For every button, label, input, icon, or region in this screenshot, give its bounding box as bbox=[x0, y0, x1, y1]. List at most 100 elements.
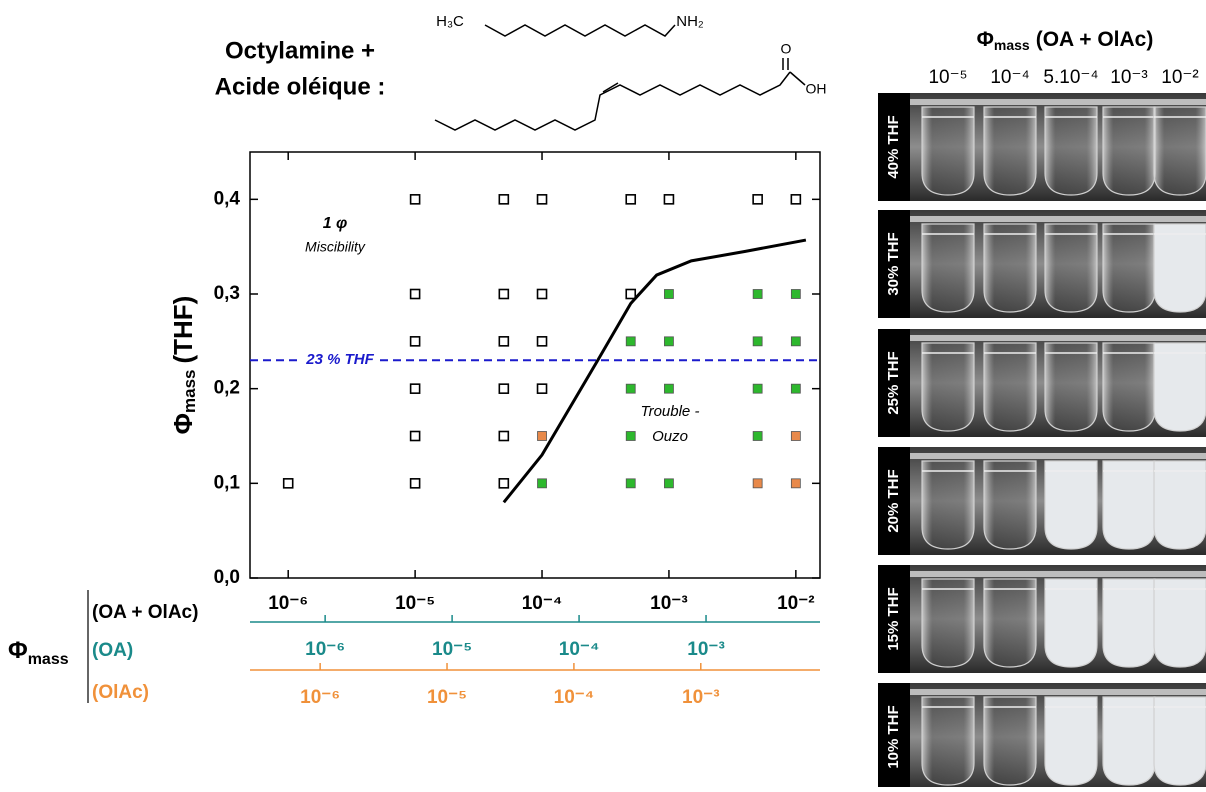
data-point bbox=[790, 289, 801, 299]
oleic-skeleton bbox=[434, 71, 791, 131]
data-point bbox=[752, 336, 763, 347]
panel-column-label: 10⁻³ bbox=[1110, 67, 1148, 88]
data-point bbox=[790, 383, 801, 394]
data-point bbox=[663, 194, 675, 205]
data-point bbox=[790, 431, 801, 441]
double-bond bbox=[602, 82, 619, 93]
secondary-tick-label: 10⁻³ bbox=[682, 687, 720, 708]
vial bbox=[1044, 460, 1098, 550]
data-point bbox=[752, 194, 763, 205]
vial bbox=[1153, 696, 1206, 786]
secondary-tick-label: 10⁻⁴ bbox=[554, 687, 595, 708]
rack-bar bbox=[910, 99, 1206, 105]
row-label-strip bbox=[878, 93, 910, 201]
data-point bbox=[409, 194, 421, 205]
vial bbox=[921, 460, 975, 550]
vial bbox=[1044, 578, 1098, 668]
threshold-label-bg bbox=[300, 350, 380, 371]
row-label-strip bbox=[878, 329, 910, 437]
panel-column-label: 10⁻⁴ bbox=[990, 67, 1029, 88]
annotation: 1 φ bbox=[323, 215, 348, 232]
data-point bbox=[536, 383, 548, 394]
data-point bbox=[498, 194, 510, 205]
rack-bar bbox=[910, 689, 1206, 695]
secondary-axis-label: (OlAc) bbox=[92, 682, 149, 703]
panel-row-label: 30% THF bbox=[885, 232, 902, 295]
panel-row-label: 20% THF bbox=[885, 469, 902, 532]
data-point bbox=[752, 431, 763, 441]
data-point bbox=[790, 478, 801, 489]
data-point bbox=[498, 383, 510, 394]
secondary-axis-label: (OA) bbox=[92, 640, 133, 661]
plot-frame bbox=[249, 151, 821, 579]
secondary-tick-label: 10⁻⁴ bbox=[559, 639, 600, 660]
data-point bbox=[498, 336, 510, 347]
secondary-tick-label: 10⁻⁶ bbox=[305, 639, 345, 660]
data-point bbox=[536, 288, 548, 300]
vial bbox=[983, 342, 1037, 432]
panel-row-label: 10% THF bbox=[885, 705, 902, 768]
panel-row-label: 15% THF bbox=[885, 587, 902, 650]
data-point bbox=[790, 336, 801, 347]
x-axis-symbol: Φmass bbox=[8, 637, 69, 668]
vial bbox=[1153, 342, 1206, 432]
vial bbox=[1153, 460, 1206, 550]
structure-label: NH₂ bbox=[676, 13, 704, 30]
structure-label: O bbox=[781, 41, 792, 57]
hydroxyl-bond bbox=[789, 71, 806, 86]
y-tick-label: 0,0 bbox=[214, 567, 240, 588]
data-point bbox=[664, 478, 674, 489]
phase-boundary bbox=[502, 238, 807, 504]
data-point bbox=[752, 478, 763, 489]
vial bbox=[983, 223, 1037, 313]
panel-column-label: 10⁻² bbox=[1161, 67, 1199, 88]
x-tick-label: 10⁻⁴ bbox=[522, 593, 563, 614]
y-label-sub: mass bbox=[180, 370, 199, 413]
vial bbox=[1153, 106, 1206, 196]
structure-label: OH bbox=[806, 81, 827, 97]
vial bbox=[983, 696, 1037, 786]
panel-column-label: 5.10⁻⁴ bbox=[1043, 67, 1098, 88]
vial bbox=[983, 460, 1037, 550]
annotation: Miscibility bbox=[305, 239, 366, 255]
panel-title-sub: mass bbox=[994, 37, 1030, 53]
data-point bbox=[498, 478, 510, 489]
data-point bbox=[625, 194, 637, 205]
data-point bbox=[498, 430, 510, 442]
data-point bbox=[537, 478, 547, 489]
secondary-tick-label: 10⁻⁵ bbox=[432, 639, 472, 660]
vial bbox=[1044, 223, 1098, 313]
octylamine-skeleton bbox=[484, 24, 676, 37]
title-line: Octylamine + bbox=[225, 37, 375, 64]
data-point bbox=[536, 336, 548, 347]
data-point bbox=[625, 336, 636, 347]
vial bbox=[983, 106, 1037, 196]
y-tick-label: 0,2 bbox=[214, 378, 240, 399]
x-label-symbol: Φ bbox=[8, 637, 28, 664]
rack-bar bbox=[910, 216, 1206, 222]
data-point bbox=[409, 288, 421, 300]
vial bbox=[921, 696, 975, 786]
structure-label: H₃C bbox=[436, 13, 464, 30]
data-point bbox=[409, 383, 421, 394]
x-label-sub: mass bbox=[28, 651, 69, 668]
annotation: Trouble - bbox=[641, 403, 700, 420]
secondary-tick-label: 10⁻⁶ bbox=[300, 687, 340, 708]
y-axis-label: Φmass (THF) bbox=[168, 296, 200, 435]
data-point bbox=[625, 383, 636, 394]
panel-title-symbol: Φ bbox=[977, 28, 994, 51]
data-point bbox=[625, 431, 636, 441]
y-tick-label: 0,4 bbox=[214, 188, 241, 209]
vial bbox=[921, 223, 975, 313]
title-line: Acide oléique : bbox=[215, 73, 386, 100]
vial bbox=[921, 578, 975, 668]
data-point bbox=[790, 194, 802, 205]
vial bbox=[1102, 342, 1156, 432]
rack-bar bbox=[910, 571, 1206, 577]
y-label-symbol: Φ bbox=[168, 413, 198, 434]
vial bbox=[921, 106, 975, 196]
data-point bbox=[537, 431, 547, 441]
data-point bbox=[282, 478, 294, 489]
data-point bbox=[625, 478, 636, 489]
row-label-strip bbox=[878, 210, 910, 318]
